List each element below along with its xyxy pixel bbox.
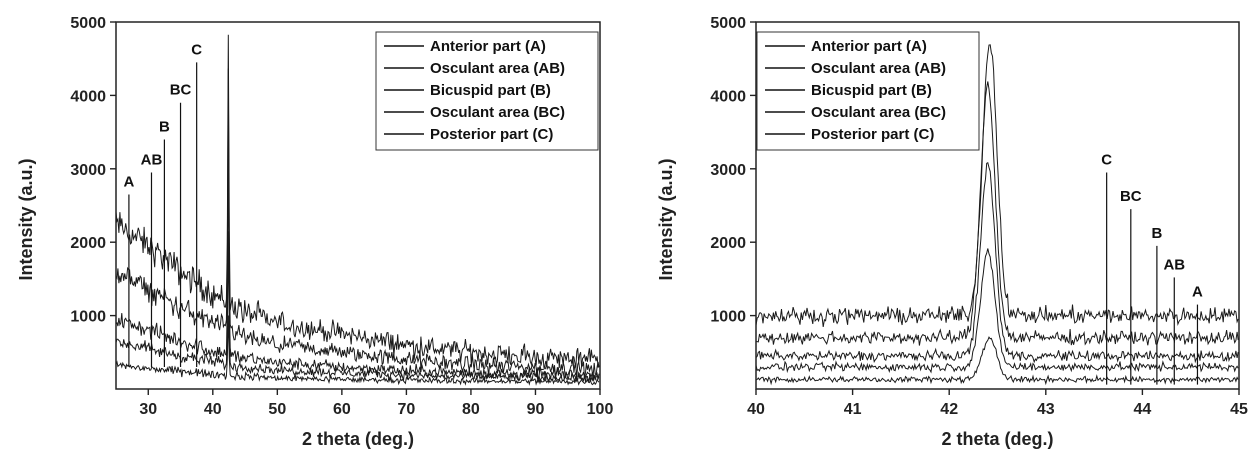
x-tick-label: 60: [333, 401, 351, 418]
series-group: [755, 44, 1239, 386]
x-tick-label: 43: [1037, 401, 1055, 418]
annotation-label-2: BC: [1120, 188, 1142, 205]
x-axis: 30 40 50 60 70 80 90 100: [139, 389, 613, 418]
annotation-label-1: A: [123, 173, 134, 190]
series-line-3: [115, 149, 600, 382]
annotation-label-5: A: [1192, 284, 1203, 301]
x-tick-label: 42: [940, 401, 958, 418]
legend: Anterior part (A) Osculant area (AB) Bicus…: [756, 31, 980, 151]
legend-entry-2: Osculant area (AB): [430, 60, 565, 77]
x-tick-label: 40: [747, 401, 765, 418]
x-tick-label: 44: [1134, 401, 1152, 418]
y-tick-label: 4000: [710, 88, 746, 105]
y-axis-title: Intensity (a.u.): [16, 158, 36, 280]
legend-entry-4: Osculant area (BC): [430, 104, 565, 121]
annotation-label-5: C: [191, 41, 202, 58]
x-tick-label: 70: [398, 401, 416, 418]
legend-box: [375, 31, 599, 151]
series-line-5: [115, 315, 600, 386]
y-tick-label: 3000: [70, 162, 106, 179]
series-line-5: [755, 336, 1239, 386]
y-tick-label: 3000: [710, 162, 746, 179]
legend: Anterior part (A) Osculant area (AB) Bicus…: [375, 31, 599, 151]
y-axis-title: Intensity (a.u.): [656, 158, 676, 280]
y-tick-label: 5000: [70, 15, 106, 32]
x-tick-label: 50: [268, 401, 286, 418]
series-line-4: [115, 231, 600, 385]
annotation-label-4: BC: [170, 82, 192, 99]
plot-frame: [755, 21, 1240, 390]
x-axis: 40 41 42 43 44 45: [747, 389, 1248, 418]
legend-entry-5: Posterior part (C): [811, 126, 934, 143]
x-tick-label: 80: [462, 401, 480, 418]
legend-entry-5: Posterior part (C): [430, 126, 553, 143]
legend-entry-3: Bicuspid part (B): [430, 82, 551, 99]
annotation-group: A AB B BC C: [123, 41, 202, 367]
series-line-2: [756, 81, 1239, 346]
x-tick-label: 45: [1230, 401, 1248, 418]
x-tick-label: 30: [139, 401, 157, 418]
legend-entry-1: Anterior part (A): [811, 38, 927, 55]
legend-entry-2: Osculant area (AB): [811, 60, 946, 77]
x-tick-label: 100: [587, 401, 614, 418]
series-line-3: [755, 161, 1239, 364]
annotation-label-3: B: [159, 118, 170, 135]
x-axis-title: 2 theta (deg.): [941, 429, 1053, 449]
annotation-label-4: AB: [1163, 256, 1185, 273]
chart-panel-1: A AB B BC C 30 40 50 60 70 80 90 100 1000 2000 3000 4000…: [16, 15, 613, 449]
legend-box: [756, 31, 980, 151]
x-tick-label: 40: [204, 401, 222, 418]
series-line-4: [755, 248, 1239, 374]
series-line-1: [755, 44, 1239, 327]
plot-frame: [115, 21, 601, 390]
x-tick-label: 90: [527, 401, 545, 418]
y-tick-label: 1000: [70, 309, 106, 326]
y-axis: 1000 2000 3000 4000 5000: [70, 15, 116, 326]
annotation-group: C BC BAB A: [1101, 151, 1203, 385]
annotation-label-3: B: [1151, 225, 1162, 242]
legend-entry-4: Osculant area (BC): [811, 104, 946, 121]
y-tick-label: 1000: [710, 309, 746, 326]
annotation-label-2: AB: [141, 151, 163, 168]
legend-entry-1: Anterior part (A): [430, 38, 546, 55]
y-tick-label: 4000: [70, 88, 106, 105]
x-tick-label: 41: [844, 401, 862, 418]
y-tick-label: 2000: [710, 235, 746, 252]
legend-entry-3: Bicuspid part (B): [811, 82, 932, 99]
y-tick-label: 2000: [70, 235, 106, 252]
annotation-label-1: C: [1101, 151, 1112, 168]
chart-panel-2: C BC BAB A 40 41 42 43 44 45 1000 2000 3000 4000 5000 2…: [656, 15, 1248, 449]
x-axis-title: 2 theta (deg.): [302, 429, 414, 449]
y-axis: 1000 2000 3000 4000 5000: [710, 15, 756, 326]
y-tick-label: 5000: [710, 15, 746, 32]
